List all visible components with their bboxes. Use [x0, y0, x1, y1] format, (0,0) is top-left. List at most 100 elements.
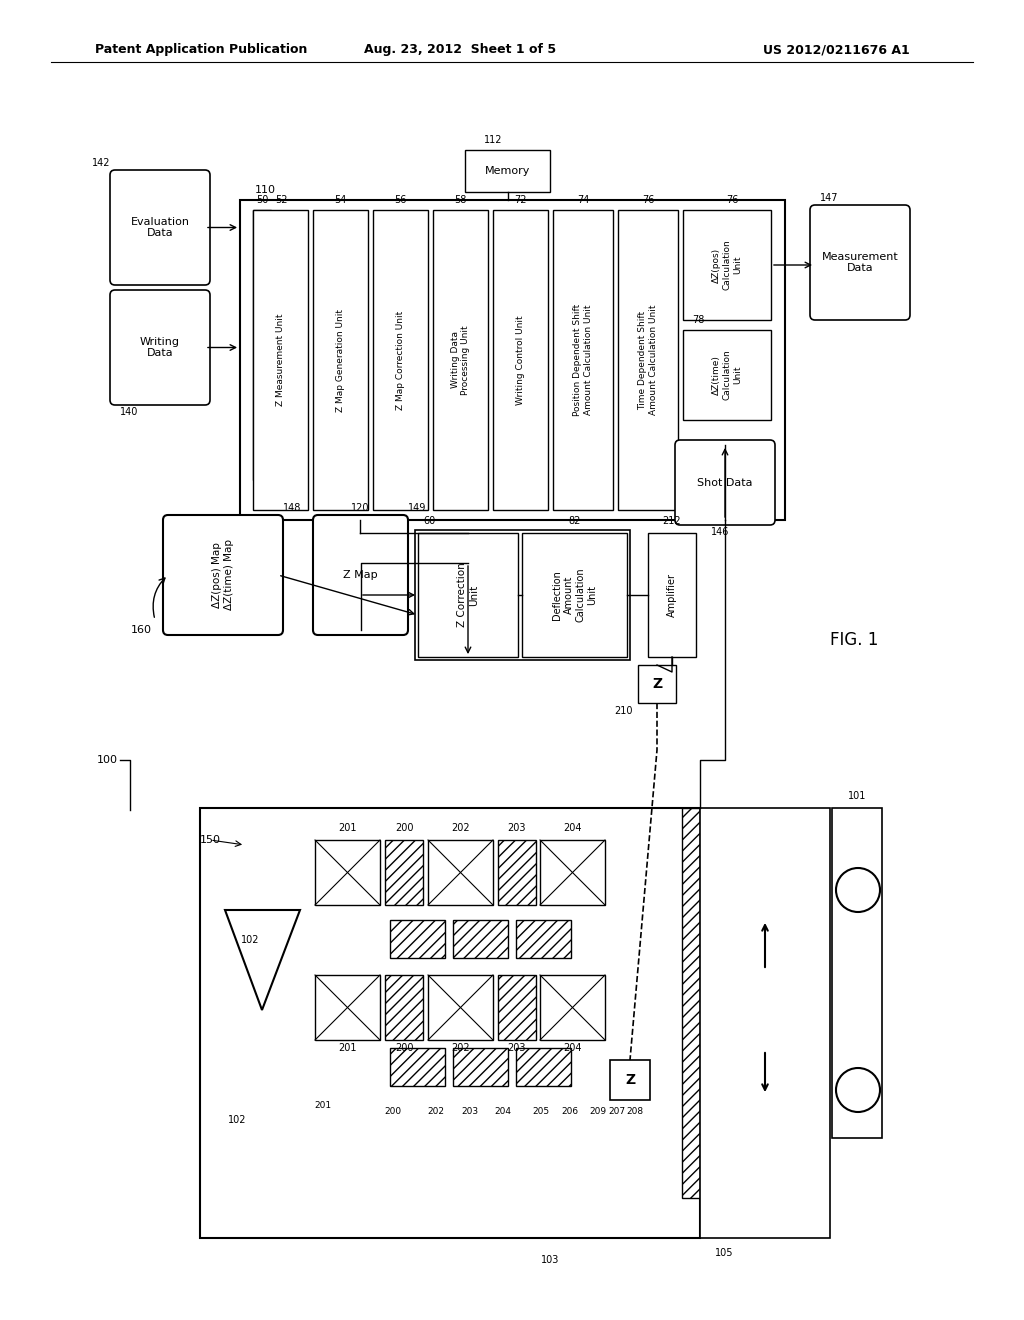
Text: ΔZ(pos)
Calculation
Unit: ΔZ(pos) Calculation Unit: [712, 240, 742, 290]
Bar: [540, 975, 605, 1040]
Bar: [240, 201, 785, 520]
Text: 102: 102: [228, 1115, 247, 1125]
Bar: [831, 808, 882, 1138]
Text: ΔZ(pos) Map
ΔZ(time) Map: ΔZ(pos) Map ΔZ(time) Map: [212, 540, 233, 610]
Text: 72: 72: [514, 195, 526, 205]
Bar: [373, 210, 428, 510]
Text: 78: 78: [692, 315, 705, 325]
Bar: [453, 920, 508, 958]
Text: Amplifier: Amplifier: [667, 573, 677, 616]
Text: Z Map Correction Unit: Z Map Correction Unit: [396, 310, 406, 409]
Text: Z Correction
Unit: Z Correction Unit: [457, 562, 479, 627]
Text: 74: 74: [577, 195, 589, 205]
Bar: [313, 210, 368, 510]
Text: 142: 142: [91, 158, 110, 168]
Text: 54: 54: [334, 195, 347, 205]
Text: 50: 50: [256, 195, 268, 205]
Bar: [415, 531, 630, 660]
Text: 201: 201: [314, 1101, 332, 1110]
Bar: [385, 840, 423, 906]
Text: 212: 212: [663, 516, 681, 525]
Text: 102: 102: [241, 935, 259, 945]
Text: 56: 56: [394, 195, 407, 205]
Text: Z: Z: [625, 1073, 635, 1086]
Text: 208: 208: [627, 1107, 643, 1117]
Text: Writing
Data: Writing Data: [140, 337, 180, 358]
Text: 207: 207: [608, 1107, 626, 1117]
Text: 205: 205: [532, 1107, 550, 1117]
Bar: [428, 975, 493, 1040]
Bar: [385, 975, 423, 1040]
Text: Writing Control Unit: Writing Control Unit: [516, 315, 525, 405]
Text: 82: 82: [568, 516, 581, 525]
Text: 103: 103: [541, 1255, 559, 1265]
Text: 148: 148: [283, 503, 301, 513]
Bar: [540, 840, 605, 906]
FancyBboxPatch shape: [810, 205, 910, 319]
Text: 140: 140: [120, 407, 138, 417]
Text: Aug. 23, 2012  Sheet 1 of 5: Aug. 23, 2012 Sheet 1 of 5: [364, 44, 556, 57]
Text: 202: 202: [452, 822, 470, 833]
FancyBboxPatch shape: [110, 290, 210, 405]
Bar: [682, 808, 700, 1199]
Text: 206: 206: [561, 1107, 579, 1117]
Text: 201: 201: [338, 822, 356, 833]
Text: Evaluation
Data: Evaluation Data: [130, 216, 189, 239]
Bar: [315, 975, 380, 1040]
Text: 105: 105: [715, 1247, 733, 1258]
Bar: [553, 210, 613, 510]
Text: 202: 202: [427, 1107, 444, 1117]
Text: 204: 204: [563, 822, 582, 833]
Text: 146: 146: [711, 527, 729, 537]
Text: Z Map Generation Unit: Z Map Generation Unit: [336, 309, 345, 412]
Bar: [253, 210, 271, 480]
Bar: [390, 1048, 445, 1086]
Bar: [516, 920, 571, 958]
Text: 76: 76: [726, 195, 738, 205]
Bar: [498, 975, 536, 1040]
Bar: [522, 533, 627, 657]
Text: Measurement
Data: Measurement Data: [821, 252, 898, 273]
Text: US 2012/0211676 A1: US 2012/0211676 A1: [763, 44, 910, 57]
Text: 201: 201: [338, 1043, 356, 1053]
Text: 203: 203: [508, 822, 526, 833]
Text: Z Map: Z Map: [343, 570, 378, 579]
Bar: [638, 665, 676, 704]
Text: 202: 202: [452, 1043, 470, 1053]
Text: 150: 150: [200, 836, 221, 845]
Text: 200: 200: [384, 1107, 401, 1117]
FancyBboxPatch shape: [313, 515, 408, 635]
Text: 100: 100: [97, 755, 118, 766]
Text: 203: 203: [508, 1043, 526, 1053]
Text: 112: 112: [484, 135, 503, 145]
Bar: [683, 330, 771, 420]
Text: Z: Z: [652, 677, 663, 690]
Bar: [418, 533, 518, 657]
Text: FIG. 1: FIG. 1: [830, 631, 879, 649]
Text: 204: 204: [563, 1043, 582, 1053]
Text: 120: 120: [351, 503, 370, 513]
FancyBboxPatch shape: [110, 170, 210, 285]
Text: 204: 204: [495, 1107, 512, 1117]
Text: 110: 110: [255, 185, 276, 195]
Text: Deflection
Amount
Calculation
Unit: Deflection Amount Calculation Unit: [552, 568, 597, 622]
Text: Z Measurement Unit: Z Measurement Unit: [276, 314, 285, 407]
Text: 58: 58: [455, 195, 467, 205]
Bar: [493, 210, 548, 510]
Bar: [433, 210, 488, 510]
Bar: [648, 533, 696, 657]
Text: Memory: Memory: [484, 166, 530, 176]
FancyBboxPatch shape: [675, 440, 775, 525]
Bar: [253, 210, 308, 510]
Text: 76: 76: [642, 195, 654, 205]
Bar: [498, 840, 536, 906]
Text: 200: 200: [394, 822, 414, 833]
Text: 147: 147: [820, 193, 839, 203]
Text: Patent Application Publication: Patent Application Publication: [95, 44, 307, 57]
Bar: [700, 808, 830, 1238]
Text: Position Dependent Shift
Amount Calculation Unit: Position Dependent Shift Amount Calculat…: [573, 304, 593, 416]
Text: Time Dependent Shift
Amount Calculation Unit: Time Dependent Shift Amount Calculation …: [638, 305, 657, 416]
Bar: [465, 150, 550, 191]
Text: 210: 210: [614, 706, 633, 715]
Bar: [683, 210, 771, 319]
